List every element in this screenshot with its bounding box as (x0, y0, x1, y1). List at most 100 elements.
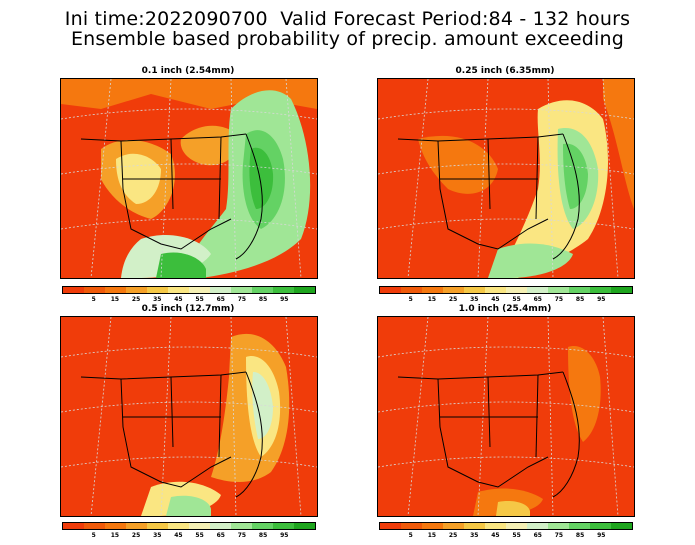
colorbar-swatch (84, 287, 105, 293)
colorbar-tick-label: 85 (575, 532, 585, 539)
colorbar-tick-label: 55 (512, 532, 521, 539)
colorbar-tick-label: 15 (110, 532, 120, 539)
colorbar-swatch (527, 287, 548, 293)
colorbar-swatch (189, 523, 210, 529)
figure-title-line-1: Ini time:2022090700 Valid Forecast Perio… (64, 8, 631, 30)
colorbar-tick-label: 5 (408, 296, 413, 303)
colorbar-swatch (569, 523, 590, 529)
colorbar-swatch (168, 523, 189, 529)
colorbar-swatch (380, 523, 401, 529)
probability-map-1.0-inch (377, 316, 635, 517)
colorbar-swatch (231, 287, 252, 293)
colorbar-tick-label: 25 (448, 532, 458, 539)
colorbar-tick-label: 45 (174, 532, 183, 539)
colorbar-swatch (273, 523, 294, 529)
colorbar-tick-label: 85 (575, 296, 585, 303)
colorbar-swatch (569, 287, 590, 293)
colorbar-swatch (63, 287, 84, 293)
colorbar-tick-label: 65 (216, 296, 225, 303)
colorbar-tick-label: 45 (174, 296, 183, 303)
colorbar-tick-label: 65 (533, 296, 542, 303)
colorbar-tick-label: 65 (216, 532, 225, 539)
colorbar-tick-label: 55 (195, 296, 204, 303)
colorbar-swatch (126, 523, 147, 529)
colorbar-swatch (147, 287, 168, 293)
colorbar-tick-label: 65 (533, 532, 542, 539)
colorbar-tick-label: 15 (427, 296, 437, 303)
colorbar-tick-label: 95 (597, 532, 606, 539)
colorbar-swatch (273, 287, 294, 293)
colorbar-swatch (189, 287, 210, 293)
colorbar-1.0-inch (379, 522, 633, 530)
colorbar-tick-label: 75 (554, 532, 564, 539)
colorbar-swatch (590, 523, 611, 529)
colorbar-tick-label: 95 (280, 296, 289, 303)
colorbar-tick-label: 75 (237, 532, 247, 539)
colorbar-swatch (168, 287, 189, 293)
colorbar-swatch (401, 523, 422, 529)
colorbar-ticks-1.0-inch: 5 15 25 35 45 55 65 75 85 95 (379, 532, 633, 540)
panel-title-0.25-inch: 0.25 inch (6.35mm) (455, 66, 555, 76)
probability-map-0.1-inch (60, 78, 318, 279)
colorbar-tick-label: 75 (554, 296, 564, 303)
colorbar-swatch (231, 523, 252, 529)
panel-title-0.1-inch: 0.1 inch (2.54mm) (141, 66, 235, 76)
colorbar-swatch (464, 523, 485, 529)
colorbar-swatch (84, 523, 105, 529)
colorbar-ticks-0.1-inch: 5 15 25 35 45 55 65 75 85 95 (62, 296, 316, 304)
colorbar-swatch (210, 523, 231, 529)
colorbar-tick-label: 25 (448, 296, 458, 303)
colorbar-swatch (401, 287, 422, 293)
colorbar-ticks-0.25-inch: 5 15 25 35 45 55 65 75 85 95 (379, 296, 633, 304)
colorbar-tick-label: 35 (470, 296, 479, 303)
colorbar-swatch (105, 287, 126, 293)
colorbar-tick-label: 5 (91, 532, 96, 539)
colorbar-swatch (422, 287, 443, 293)
colorbar-swatch (105, 523, 126, 529)
colorbar-tick-label: 25 (131, 532, 141, 539)
colorbar-swatch (548, 287, 569, 293)
colorbar-swatch (422, 523, 443, 529)
colorbar-tick-label: 45 (491, 296, 500, 303)
colorbar-swatch (548, 523, 569, 529)
colorbar-swatch (294, 523, 315, 529)
colorbar-0.25-inch (379, 286, 633, 294)
colorbar-tick-label: 15 (110, 296, 120, 303)
colorbar-tick-label: 35 (153, 296, 162, 303)
colorbar-swatch (485, 287, 506, 293)
colorbar-swatch (485, 523, 506, 529)
colorbar-tick-label: 85 (258, 296, 268, 303)
colorbar-swatch (210, 287, 231, 293)
colorbar-swatch (126, 287, 147, 293)
probability-map-0.5-inch (60, 316, 318, 517)
colorbar-tick-label: 95 (280, 532, 289, 539)
colorbar-swatch (147, 523, 168, 529)
colorbar-tick-label: 35 (470, 532, 479, 539)
colorbar-tick-label: 5 (408, 532, 413, 539)
colorbar-swatch (380, 287, 401, 293)
colorbar-tick-label: 75 (237, 296, 247, 303)
colorbar-tick-label: 55 (195, 532, 204, 539)
colorbar-swatch (443, 523, 464, 529)
colorbar-tick-label: 55 (512, 296, 521, 303)
figure-title-line-2: Ensemble based probability of precip. am… (70, 28, 625, 50)
colorbar-tick-label: 95 (597, 296, 606, 303)
colorbar-swatch (464, 287, 485, 293)
colorbar-0.1-inch (62, 286, 316, 294)
panel-title-0.5-inch: 0.5 inch (12.7mm) (141, 304, 235, 314)
colorbar-swatch (590, 287, 611, 293)
colorbar-swatch (506, 523, 527, 529)
colorbar-tick-label: 45 (491, 532, 500, 539)
probability-map-0.25-inch (377, 78, 635, 279)
panel-title-1.0-inch: 1.0 inch (25.4mm) (458, 304, 552, 314)
colorbar-swatch (611, 287, 632, 293)
colorbar-tick-label: 15 (427, 532, 437, 539)
colorbar-tick-label: 25 (131, 296, 141, 303)
colorbar-swatch (506, 287, 527, 293)
colorbar-swatch (527, 523, 548, 529)
colorbar-swatch (611, 523, 632, 529)
colorbar-tick-label: 35 (153, 532, 162, 539)
colorbar-swatch (443, 287, 464, 293)
colorbar-ticks-0.5-inch: 5 15 25 35 45 55 65 75 85 95 (62, 532, 316, 540)
colorbar-tick-label: 5 (91, 296, 96, 303)
